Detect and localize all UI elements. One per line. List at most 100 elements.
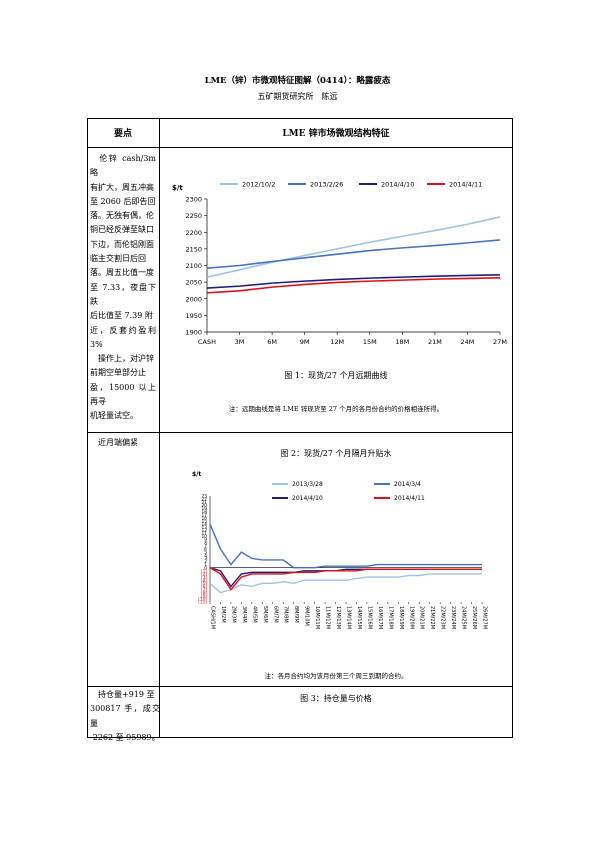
chart2-ytick-label: 11 [202, 531, 208, 537]
chart2-xtick-label: 6M/7M [272, 606, 278, 623]
chart2-ytick-label: 4 [204, 553, 207, 559]
chart1-xtick-label: 15M [363, 338, 377, 346]
chart2-ytick-label: (10) [198, 596, 207, 602]
chart2-legend-label: 2014/4/11 [394, 495, 425, 502]
chart1-xtick-label: CASH [198, 338, 216, 346]
chart1-xtick-label: 24M [460, 338, 474, 346]
chart2-ytick-label: 9 [204, 537, 207, 543]
chart1-xtick-label: 21M [428, 338, 442, 346]
chart2-legend-label: 2014/4/10 [292, 495, 323, 502]
chart1-ylabel: $/t [172, 184, 183, 192]
chart2-xtick-label: 19M/20M [408, 606, 414, 629]
forward-curve-chart: $/t 1900 1950 2000 2050 2100 2150 2200 2250 2300 C… [172, 181, 507, 347]
chart2-xtick-label: 5M/6M [262, 606, 268, 623]
chart2-xtick-label: 20M/21M [419, 606, 425, 629]
chart1-ytick-label: 1950 [185, 312, 202, 320]
doc-title: LME（锌）市微观特征图解（0414）：略露疲态 [204, 76, 391, 86]
chart2-ytick-label: (1) [201, 568, 207, 574]
chart2-xtick-label: 10M/11M [314, 606, 320, 629]
point-text-2: 近月端偏紧 [90, 438, 138, 447]
chart2-xtick-label: 2M/3M [230, 606, 236, 623]
chart2-ytick-label: 22 [202, 497, 208, 503]
chart1-ytick-label: 2050 [185, 279, 202, 287]
chart2-xtick-label: 26M/27M [482, 606, 488, 629]
chart2-legend-label: 2013/3/28 [292, 481, 323, 488]
chart1-ytick-label: 2100 [185, 262, 202, 270]
chart2-xtick-label: 1M/2M [220, 606, 226, 623]
chart2-ytick-label: 20 [202, 503, 208, 509]
chart2-xtick-label: CASH/1M [210, 606, 216, 629]
chart2-ytick-label: (4) [201, 578, 207, 584]
point-text-1: 伦锌 cash/3m 略 有扩大，周五冲高 至 2060 后即告回 落。无独有偶… [90, 154, 156, 421]
chart2-xtick-label: 22M/23M [440, 606, 446, 629]
chart1-series-line [206, 239, 501, 269]
chart1-series-line [206, 274, 501, 289]
chart2-ytick-label: 23 [202, 494, 208, 500]
chart2-xtick-label: 9M/10M [304, 606, 310, 626]
chart2-ytick-label: 12 [202, 528, 208, 534]
chart1-xtick-label: 3M [235, 338, 245, 346]
chart2-ytick-label: 8 [204, 540, 207, 546]
chart2-ytick-label: 7 [204, 543, 207, 549]
chart2-series-line [209, 523, 482, 569]
chart1-ytick-label: 2300 [185, 196, 202, 204]
chart2-ytick-label: (7) [201, 587, 207, 593]
figure-1-note: 注：远期曲线是将 LME 锌现货至 27 个月的各月份合约的价格相连所得。 [228, 405, 444, 413]
chart2-xtick-label: 4M/5M [251, 606, 257, 623]
chart1-legend-label: 2013/2/26 [310, 181, 343, 189]
chart2-xtick-label: 12M/13M [335, 606, 341, 629]
chart2-series-line [209, 567, 482, 591]
chart2-xtick-label: 24M/25M [461, 606, 467, 629]
chart2-ytick-label: 3 [204, 556, 207, 562]
col-header-structure: LME 锌市场微观结构特征 [282, 129, 390, 139]
chart2-ytick-label: 10 [202, 534, 208, 540]
chart1-series-line [206, 216, 501, 278]
chart2-ytick-label: 5 [204, 550, 207, 556]
chart2-ylabel: $/t [192, 471, 201, 478]
chart2-ytick-label: (3) [201, 575, 207, 581]
chart2-xtick-label: 8M/9M [293, 606, 299, 623]
doc-author: 五矿期货研究所 陈远 [257, 92, 338, 101]
chart2-ytick-label: 1 [204, 562, 207, 568]
point-text-3: 持仓量+919 至 300817 手，成交量 -2262 至 95989。 [90, 690, 160, 742]
chart1-ytick-label: 2150 [185, 245, 202, 253]
chart2-ytick-label: (6) [201, 584, 207, 590]
chart2-xtick-label: 3M/4M [241, 606, 247, 623]
chart1-xtick-label: 6M [267, 338, 277, 346]
chart2-xtick-label: 17M/18M [387, 606, 393, 629]
chart2-ytick-label: 19 [202, 506, 208, 512]
chart2-xtick-label: 23M/24M [450, 606, 456, 629]
chart2-legend-label: 2014/3/4 [394, 481, 421, 488]
chart2-ytick-label: 21 [202, 500, 208, 506]
chart1-xtick-label: 27M [493, 338, 507, 346]
chart1-ytick-label: 2000 [185, 295, 202, 303]
chart2-xtick-label: 11M/12M [325, 606, 331, 629]
chart2-xtick-label: 16M/17M [377, 606, 383, 629]
chart2-xtick-label: 25M/26M [471, 606, 477, 629]
chart2-ytick-label: (11) [198, 600, 207, 606]
figure-2-caption: 图 2：现货/27 个月隔月升贴水 [280, 449, 392, 458]
chart2-ytick-label: 17 [202, 512, 208, 518]
chart2-xtick-label: 7M/8M [283, 606, 289, 623]
chart2-ytick-label: 6 [204, 547, 207, 553]
chart1-legend-label: 2014/4/11 [449, 181, 482, 189]
chart1-series-line [206, 277, 501, 294]
col-header-points: 要点 [113, 129, 132, 139]
chart2-ytick-label: (8) [201, 590, 207, 596]
chart2-ytick-label: (5) [201, 581, 207, 587]
chart2-xtick-label: 15M/16M [366, 606, 372, 629]
chart2-xtick-label: 18M/19M [398, 606, 404, 629]
chart2-ytick-label: 15 [202, 519, 208, 525]
chart1-legend-label: 2014/4/10 [381, 181, 414, 189]
chart1-ytick-label: 2200 [185, 229, 202, 237]
chart2-ytick-label: 16 [202, 515, 208, 521]
chart2-ytick-label: 13 [202, 525, 208, 531]
chart2-ytick-label: 18 [202, 509, 208, 515]
chart2-series-line [209, 573, 482, 594]
chart1-legend-label: 2012/10/2 [242, 181, 275, 189]
chart1-xtick-label: 18M [395, 338, 409, 346]
chart2-xtick-label: 14M/15M [356, 606, 362, 629]
chart2-ytick-label: 14 [202, 522, 208, 528]
figure-3-caption: 图 3：持仓量与价格 [300, 694, 372, 703]
chart2-ytick-label: (2) [201, 572, 207, 578]
